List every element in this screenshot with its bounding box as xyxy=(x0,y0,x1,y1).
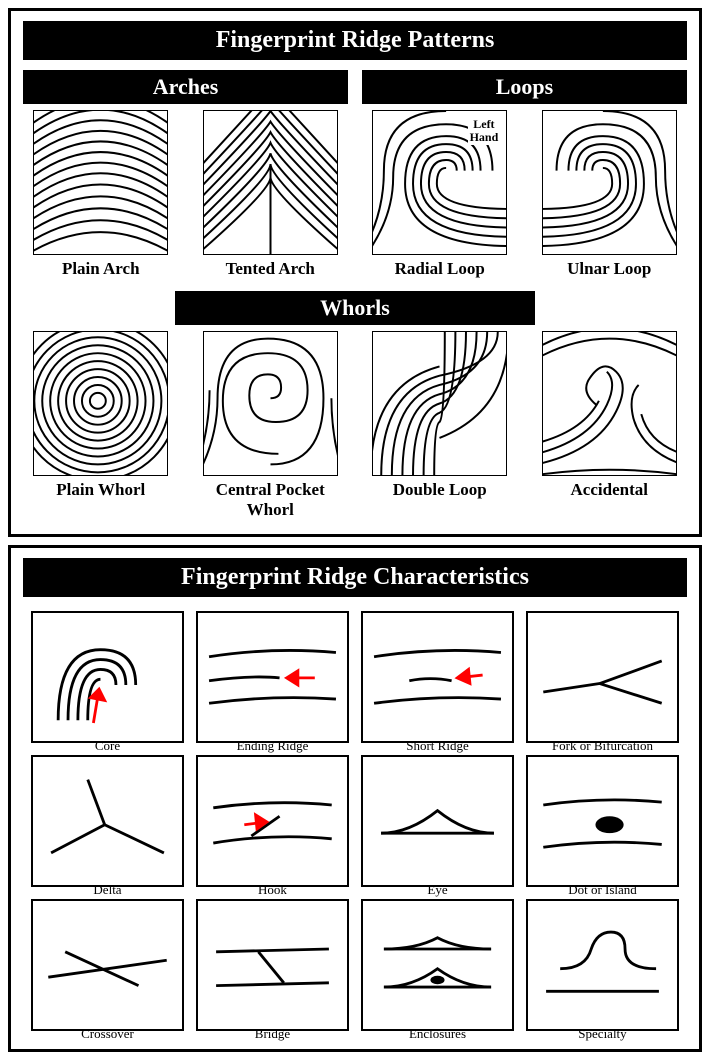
enclosures-cell: Enclosures xyxy=(361,899,514,1031)
specialty-label: Specialty xyxy=(532,1027,673,1041)
double-loop-cell: Double Loop xyxy=(362,331,518,520)
hook-icon xyxy=(202,763,343,881)
plain-whorl-label: Plain Whorl xyxy=(23,480,179,500)
arches-group: Arches xyxy=(23,70,348,279)
arches-loops-row: Arches xyxy=(23,70,687,279)
delta-cell: Delta xyxy=(31,755,184,887)
whorls-group: Whorls Plain Whorl xyxy=(23,291,687,520)
specialty-icon xyxy=(532,907,673,1025)
radial-loop-cell: Left Hand xyxy=(362,110,518,279)
loops-row: Left Hand xyxy=(362,110,687,279)
patterns-panel: Fingerprint Ridge Patterns Arches xyxy=(8,8,702,537)
double-loop-thumb xyxy=(372,331,507,476)
bifurcation-label: Fork or Bifurcation xyxy=(532,739,673,753)
dot-island-cell: Dot or Island xyxy=(526,755,679,887)
ulnar-loop-label: Ulnar Loop xyxy=(532,259,688,279)
crossover-label: Crossover xyxy=(37,1027,178,1041)
characteristics-grid: Core Ending Ridge xyxy=(23,607,687,1035)
eye-icon xyxy=(367,763,508,881)
plain-arch-thumb xyxy=(33,110,168,255)
specialty-cell: Specialty xyxy=(526,899,679,1031)
tented-arch-cell: Tented Arch xyxy=(193,110,349,279)
plain-arch-cell: Plain Arch xyxy=(23,110,179,279)
short-ridge-icon xyxy=(367,619,508,737)
enclosures-icon xyxy=(367,907,508,1025)
loops-group: Loops Left Hand xyxy=(362,70,687,279)
arches-heading: Arches xyxy=(23,70,348,104)
crossover-icon xyxy=(37,907,178,1025)
accidental-thumb xyxy=(542,331,677,476)
central-pocket-whorl-thumb xyxy=(203,331,338,476)
dot-island-icon xyxy=(532,763,673,881)
patterns-title-bar: Fingerprint Ridge Patterns xyxy=(23,21,687,60)
accidental-label: Accidental xyxy=(532,480,688,500)
ending-ridge-cell: Ending Ridge xyxy=(196,611,349,743)
bridge-icon xyxy=(202,907,343,1025)
short-ridge-cell: Short Ridge xyxy=(361,611,514,743)
characteristics-panel: Fingerprint Ridge Characteristics Core xyxy=(8,545,702,1052)
tented-arch-label: Tented Arch xyxy=(193,259,349,279)
bifurcation-cell: Fork or Bifurcation xyxy=(526,611,679,743)
enclosures-label: Enclosures xyxy=(367,1027,508,1041)
hook-cell: Hook xyxy=(196,755,349,887)
delta-label: Delta xyxy=(37,883,178,897)
radial-loop-label: Radial Loop xyxy=(362,259,518,279)
loops-heading: Loops xyxy=(362,70,687,104)
whorls-heading: Whorls xyxy=(175,291,535,325)
arches-row: Plain Arch xyxy=(23,110,348,279)
eye-label: Eye xyxy=(367,883,508,897)
central-pocket-whorl-cell: Central Pocket Whorl xyxy=(193,331,349,520)
ulnar-loop-cell: Ulnar Loop xyxy=(532,110,688,279)
plain-arch-label: Plain Arch xyxy=(23,259,179,279)
bridge-cell: Bridge xyxy=(196,899,349,1031)
ulnar-loop-thumb xyxy=(542,110,677,255)
plain-whorl-cell: Plain Whorl xyxy=(23,331,179,520)
core-cell: Core xyxy=(31,611,184,743)
central-pocket-whorl-label: Central Pocket Whorl xyxy=(193,480,349,520)
accidental-cell: Accidental xyxy=(532,331,688,520)
bifurcation-icon xyxy=(532,619,673,737)
core-icon xyxy=(37,619,178,737)
eye-cell: Eye xyxy=(361,755,514,887)
tented-arch-thumb xyxy=(203,110,338,255)
double-loop-label: Double Loop xyxy=(362,480,518,500)
radial-loop-thumb: Left Hand xyxy=(372,110,507,255)
left-hand-annot: Left Hand xyxy=(468,117,501,145)
core-label: Core xyxy=(37,739,178,753)
short-ridge-label: Short Ridge xyxy=(367,739,508,753)
hook-label: Hook xyxy=(202,883,343,897)
ending-ridge-label: Ending Ridge xyxy=(202,739,343,753)
plain-whorl-thumb xyxy=(33,331,168,476)
bridge-label: Bridge xyxy=(202,1027,343,1041)
ending-ridge-icon xyxy=(202,619,343,737)
dot-island-label: Dot or Island xyxy=(532,883,673,897)
characteristics-title-bar: Fingerprint Ridge Characteristics xyxy=(23,558,687,597)
crossover-cell: Crossover xyxy=(31,899,184,1031)
delta-icon xyxy=(37,763,178,881)
whorls-row: Plain Whorl Central Pocket Whorl xyxy=(23,331,687,520)
